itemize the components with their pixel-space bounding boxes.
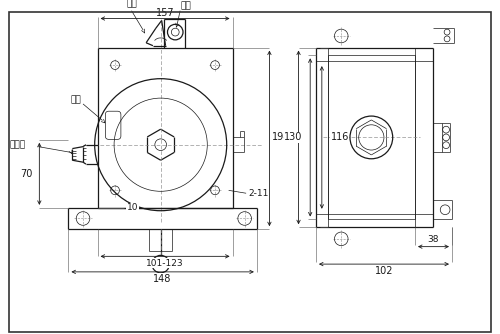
Text: 101-123: 101-123 — [146, 259, 184, 268]
Text: 壳体: 壳体 — [70, 95, 81, 104]
Text: 102: 102 — [374, 266, 393, 276]
Text: 10: 10 — [126, 203, 138, 212]
Text: 2-11: 2-11 — [248, 189, 268, 198]
Text: 198: 198 — [272, 132, 291, 142]
Text: 摇臂: 摇臂 — [126, 0, 138, 9]
Text: 157: 157 — [156, 8, 174, 18]
Text: 148: 148 — [154, 274, 172, 284]
Text: 38: 38 — [428, 235, 439, 244]
Text: 拉环: 拉环 — [180, 2, 191, 11]
Text: 116: 116 — [330, 132, 349, 142]
Text: 70: 70 — [20, 169, 32, 179]
Text: 出线口: 出线口 — [10, 140, 26, 149]
Text: 130: 130 — [284, 132, 302, 142]
Text: 198: 198 — [277, 133, 295, 143]
